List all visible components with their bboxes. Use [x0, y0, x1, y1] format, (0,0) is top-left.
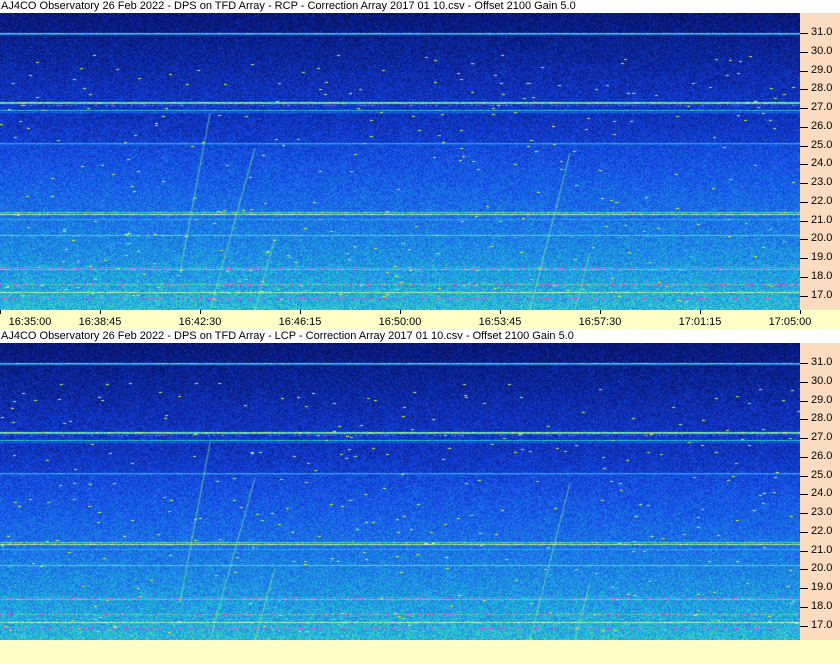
freq-tick-label: 17.0 [811, 288, 833, 301]
freq-tick [800, 625, 808, 627]
time-tick-label: 16:38:45 [78, 316, 122, 328]
freq-tick [800, 550, 808, 552]
time-axis-lcp [0, 640, 840, 664]
freq-tick [800, 456, 808, 458]
freq-tick-label: 24.0 [811, 487, 833, 500]
time-tick-label: 17:05:00 [768, 316, 812, 328]
time-tick-label: 16:46:15 [278, 316, 322, 328]
freq-tick-label: 30.0 [811, 44, 833, 57]
freq-tick [800, 33, 808, 34]
freq-tick-label: 18.0 [811, 269, 833, 282]
freq-tick-label: 29.0 [811, 63, 833, 76]
freq-tick [800, 126, 808, 128]
freq-tick-label: 17.0 [811, 618, 833, 631]
freq-tick [800, 381, 808, 383]
freq-tick [800, 494, 808, 496]
freq-tick [800, 220, 808, 222]
freq-tick [800, 419, 808, 421]
panel-title-lcp: AJ4CO Observatory 26 Feb 2022 - DPS on T… [0, 330, 840, 343]
freq-tick-label: 21.0 [811, 543, 833, 556]
time-tick [400, 310, 401, 314]
freq-tick [800, 145, 808, 147]
freq-tick-label: 25.0 [811, 468, 833, 481]
freq-tick-label: 27.0 [811, 101, 833, 113]
freq-tick [800, 108, 808, 109]
freq-tick [800, 513, 808, 514]
time-tick [500, 310, 501, 314]
freq-tick [800, 164, 808, 166]
time-tick [0, 310, 1, 314]
time-tick-label: 16:53:45 [478, 316, 522, 328]
freq-tick-label: 22.0 [811, 194, 833, 207]
freq-tick [800, 295, 808, 297]
freq-tick [800, 183, 808, 184]
freq-tick-label: 26.0 [811, 449, 833, 462]
time-tick [100, 310, 101, 314]
freq-tick-label: 29.0 [811, 393, 833, 406]
freq-tick-label: 24.0 [811, 157, 833, 170]
frequency-axis-rcp: 31.0 30.0 29.0 28.0 27.0 26.0 25.0 24.0 23.0 22.0… [800, 13, 840, 310]
time-axis-rcp: 16:35:00 16:38:45 16:42:30 16:46:15 16:50:00… [0, 310, 840, 330]
freq-tick-label: 23.0 [811, 506, 833, 518]
freq-tick [800, 588, 808, 589]
freq-tick [800, 606, 808, 608]
time-tick-label: 16:50:00 [378, 316, 422, 328]
freq-tick-label: 18.0 [811, 599, 833, 612]
freq-tick [800, 239, 808, 241]
freq-tick-label: 25.0 [811, 138, 833, 151]
freq-tick-label: 20.0 [811, 232, 833, 245]
freq-tick [800, 531, 808, 533]
freq-tick [800, 51, 808, 53]
freq-tick-label: 19.0 [811, 251, 833, 263]
freq-tick [800, 569, 808, 571]
panel-title-rcp: AJ4CO Observatory 26 Feb 2022 - DPS on T… [0, 0, 840, 13]
time-tick [200, 310, 201, 314]
freq-tick [800, 258, 808, 259]
freq-tick [800, 89, 808, 91]
time-tick [600, 310, 601, 314]
time-tick [800, 310, 801, 314]
freq-tick-label: 21.0 [811, 213, 833, 226]
freq-tick-label: 30.0 [811, 374, 833, 387]
freq-tick-label: 27.0 [811, 431, 833, 443]
freq-tick-label: 22.0 [811, 524, 833, 537]
freq-tick-label: 26.0 [811, 119, 833, 132]
freq-tick [800, 276, 808, 278]
freq-tick [800, 363, 808, 364]
freq-tick [800, 70, 808, 72]
time-tick-label: 16:35:00 [8, 316, 52, 328]
time-tick [300, 310, 301, 314]
freq-tick-label: 19.0 [811, 581, 833, 593]
spectrogram-rcp[interactable] [0, 13, 800, 310]
time-tick-label: 16:57:30 [578, 316, 622, 328]
time-tick-label: 17:01:15 [678, 316, 722, 328]
spectrogram-lcp[interactable] [0, 343, 800, 640]
freq-tick [800, 201, 808, 203]
freq-tick [800, 400, 808, 402]
freq-tick [800, 475, 808, 477]
freq-tick-label: 31.0 [811, 356, 833, 368]
freq-tick-label: 28.0 [811, 82, 833, 95]
time-tick-label: 16:42:30 [178, 316, 222, 328]
frequency-axis-lcp: 31.0 30.0 29.0 28.0 27.0 26.0 25.0 24.0 23.0 22.0… [800, 343, 840, 640]
freq-tick-label: 20.0 [811, 562, 833, 575]
freq-tick-label: 28.0 [811, 412, 833, 425]
time-tick [700, 310, 701, 314]
freq-tick [800, 438, 808, 439]
freq-tick-label: 31.0 [811, 26, 833, 38]
freq-tick-label: 23.0 [811, 176, 833, 188]
